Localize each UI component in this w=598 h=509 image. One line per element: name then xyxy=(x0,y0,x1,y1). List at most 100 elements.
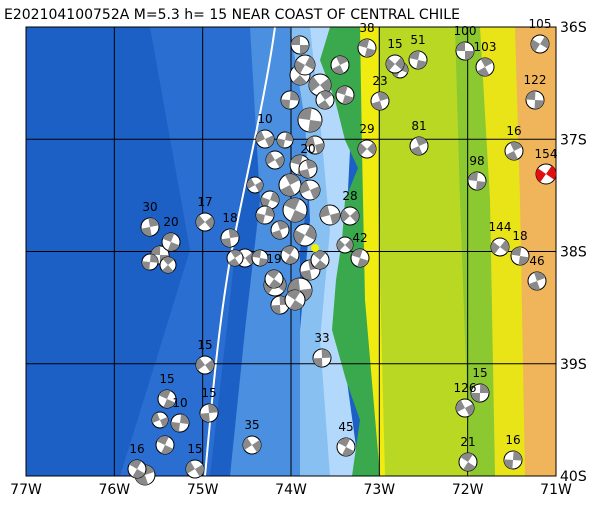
beachball-quadrant xyxy=(465,51,474,60)
beachball xyxy=(127,459,147,479)
beachball-quadrant xyxy=(513,451,523,461)
beachball xyxy=(141,253,159,271)
beachball-quadrant xyxy=(162,265,174,273)
beachball-quadrant xyxy=(416,60,427,70)
depth-label: 126 xyxy=(454,381,477,395)
beachball-quadrant xyxy=(357,142,367,156)
beachball xyxy=(265,150,285,170)
beachball xyxy=(293,223,317,247)
beachball-quadrant xyxy=(540,36,549,49)
beachball-quadrant xyxy=(280,99,290,109)
beachball xyxy=(157,389,177,409)
beachball-quadrant xyxy=(246,178,255,189)
beachball-quadrant xyxy=(305,136,315,148)
beachball xyxy=(276,131,294,149)
beachball xyxy=(195,355,215,375)
lon-label: 73W xyxy=(363,482,395,498)
beachball xyxy=(357,38,377,58)
beachball-quadrant xyxy=(252,439,261,453)
beachball-quadrant xyxy=(395,57,405,70)
beachball-quadrant xyxy=(300,180,310,194)
depth-label: 19 xyxy=(266,252,281,266)
beachball xyxy=(255,205,275,225)
beachball-quadrant xyxy=(358,38,370,48)
depth-label: 21 xyxy=(460,435,475,449)
beachball-quadrant xyxy=(285,174,300,185)
beachball xyxy=(308,73,332,97)
beachball xyxy=(226,249,244,267)
beachball-quadrant xyxy=(463,462,476,472)
beachball-quadrant xyxy=(151,246,161,255)
beachball-quadrant xyxy=(205,359,214,373)
beachball-quadrant xyxy=(158,389,171,399)
beachball xyxy=(199,403,219,423)
beachball-quadrant xyxy=(342,95,354,104)
beachball-quadrant xyxy=(141,227,152,236)
depth-label: 154 xyxy=(535,147,558,161)
beachball xyxy=(455,41,475,61)
beachball-quadrant xyxy=(230,250,242,258)
beachball-quadrant xyxy=(300,45,309,54)
beachball xyxy=(260,190,280,210)
beachball-quadrant xyxy=(357,258,369,267)
beachball-quadrant xyxy=(300,270,312,281)
beachball xyxy=(408,50,428,70)
beachball xyxy=(310,250,330,270)
beachball xyxy=(305,135,325,155)
beachball xyxy=(385,54,405,74)
beachball xyxy=(490,237,510,257)
beachball xyxy=(535,163,557,185)
beachball-quadrant xyxy=(313,358,323,367)
beachball xyxy=(170,413,190,433)
depth-label: 45 xyxy=(338,420,353,434)
depth-label: 15 xyxy=(187,442,202,456)
beachball-quadrant xyxy=(533,272,546,281)
beachball-quadrant xyxy=(196,357,205,371)
beachball-quadrant xyxy=(305,159,317,169)
depth-label: 15 xyxy=(201,386,216,400)
beachball-quadrant xyxy=(345,239,353,251)
depth-label: 10 xyxy=(172,396,187,410)
beachball-quadrant xyxy=(364,48,376,57)
beachball xyxy=(335,85,355,105)
beachball-quadrant xyxy=(336,56,349,65)
depth-label: 42 xyxy=(352,231,367,245)
beachball-quadrant xyxy=(280,185,295,196)
depth-label: 15 xyxy=(197,338,212,352)
beachball-quadrant xyxy=(320,205,330,218)
lat-label: 36S xyxy=(560,20,587,36)
beachball-quadrant xyxy=(288,278,300,292)
beachball xyxy=(336,437,356,457)
beachball-quadrant xyxy=(195,215,205,228)
beachball-quadrant xyxy=(317,100,331,110)
beachball-quadrant xyxy=(221,238,232,247)
beachball xyxy=(185,459,205,479)
lon-label: 76W xyxy=(98,482,130,498)
depth-label: 16 xyxy=(505,433,520,447)
beachball xyxy=(282,197,308,223)
depth-label: 23 xyxy=(372,74,387,88)
beachball-quadrant xyxy=(228,228,239,238)
beachball-quadrant xyxy=(476,181,486,190)
beachball xyxy=(510,246,530,266)
beachball xyxy=(280,245,300,265)
beachball xyxy=(467,171,487,191)
beachball-quadrant xyxy=(295,60,305,74)
beachball-quadrant xyxy=(480,384,490,394)
beachball-quadrant xyxy=(255,181,263,192)
beachball-quadrant xyxy=(129,460,142,469)
beachball-quadrant xyxy=(186,461,195,474)
beachball-quadrant xyxy=(409,50,420,60)
beachball-quadrant xyxy=(313,250,326,260)
depth-label: 16 xyxy=(506,124,521,138)
beachball-quadrant xyxy=(261,196,270,209)
beachball-quadrant xyxy=(305,225,316,241)
beachball-quadrant xyxy=(528,281,541,290)
beachball-quadrant xyxy=(468,172,478,181)
depth-label: 17 xyxy=(197,195,212,209)
beachball-quadrant xyxy=(290,155,303,165)
depth-label: 105 xyxy=(529,17,552,31)
beachball xyxy=(284,289,306,311)
depth-label: 51 xyxy=(410,33,425,47)
map-title: E202104100752A M=5.3 h= 15 NEAR COAST OF… xyxy=(4,7,460,23)
